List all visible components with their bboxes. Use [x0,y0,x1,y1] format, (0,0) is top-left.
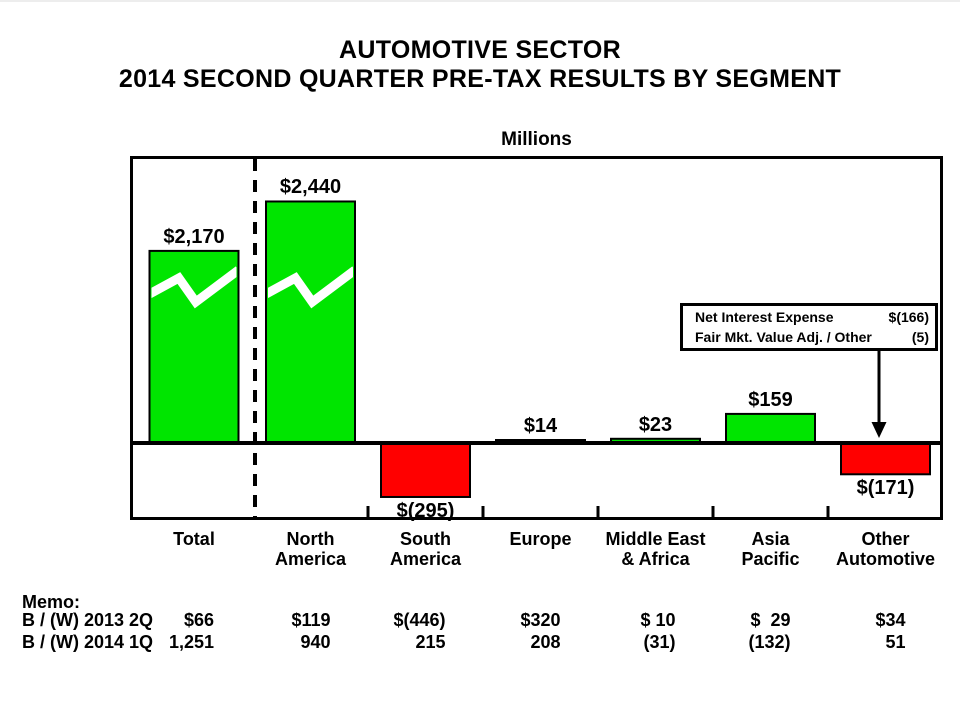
category-label-other-automotive: Other Automotive [811,529,960,569]
bar-value-label: $23 [638,413,673,436]
callout-row-net-interest: Net Interest Expense $(166) [695,307,929,327]
memo-row-label-2014-1q: B / (W) 2014 1Q [22,632,154,652]
category-label-line: Total [173,529,215,549]
category-label-line: America [274,549,347,569]
callout-label: Fair Mkt. Value Adj. / Other [695,329,872,345]
axis-break-mark-north-america [268,266,353,309]
category-label-line: America [389,549,462,569]
category-label-line: Asia [751,529,790,549]
bar-value-label: $2,440 [279,176,342,199]
bar-asia-pacific [725,412,816,445]
category-label-line: & Africa [621,549,690,569]
memo-value-2014-1q: (31) [643,632,676,652]
memo-value-2013-2q: $(446) [393,610,446,630]
category-label-line: South [400,529,451,549]
memo-value-2014-1q: (132) [748,632,791,652]
page-title-line2: 2014 SECOND QUARTER PRE-TAX RESULTS BY S… [118,65,842,93]
axis-break-mark-total [151,266,237,309]
category-label-line: North [286,529,335,549]
slide-top-edge [0,0,960,2]
memo-value-2013-2q: $66 [183,610,214,630]
bar-value-label: $159 [748,388,793,411]
bar-value-label: $(295) [396,499,455,522]
category-label-south-america: South America [351,529,501,569]
callout-arrow-head [871,422,887,438]
memo-value-2013-2q: $119 [291,610,331,630]
callout-row-fair-mkt: Fair Mkt. Value Adj. / Other (5) [695,327,929,347]
category-label-line: Pacific [741,549,800,569]
category-label-europe: Europe [466,529,616,549]
category-label-total: Total [119,529,269,549]
axis-units-label: Millions [501,129,572,150]
memo-value-2013-2q: $ 10 [640,610,676,630]
page-title-line1: AUTOMOTIVE SECTOR [339,36,621,64]
bar-north-america [265,200,356,445]
memo-value-2013-2q: $ 29 [750,610,791,630]
bar-other-automotive [840,442,931,476]
page-title: AUTOMOTIVE SECTOR 2014 SECOND QUARTER PR… [0,36,960,94]
memo-value-2014-1q: 208 [530,632,561,652]
bar-value-label: $(171) [856,477,915,500]
memo-value-2014-1q: 1,251 [168,632,214,652]
category-label-line: Middle East [605,529,706,549]
callout-value: $(166) [888,309,929,325]
memo-row-label-2013-2q: B / (W) 2013 2Q [22,610,154,630]
category-label-line: Other [861,529,910,549]
category-label-north-america: North America [236,529,386,569]
memo-value-2013-2q: $320 [520,610,561,630]
category-label-line: Automotive [836,549,935,569]
memo-value-2014-1q: 940 [300,632,331,652]
memo-value-2014-1q: 215 [415,632,446,652]
bar-value-label: $2,170 [163,225,225,248]
category-label-asia-pacific: Asia Pacific [696,529,846,569]
callout-box: Net Interest Expense $(166) Fair Mkt. Va… [680,303,938,351]
callout-value: (5) [911,329,929,345]
memo-value-2013-2q: $34 [875,610,906,630]
memo-value-2014-1q: 51 [885,632,906,652]
memo-heading: Memo: [22,592,80,612]
callout-label: Net Interest Expense [695,309,834,325]
category-label-line: Europe [509,529,572,549]
bar-south-america [380,442,471,498]
bar-value-label: $14 [523,415,558,437]
category-label-middle-east-africa: Middle East & Africa [581,529,731,569]
